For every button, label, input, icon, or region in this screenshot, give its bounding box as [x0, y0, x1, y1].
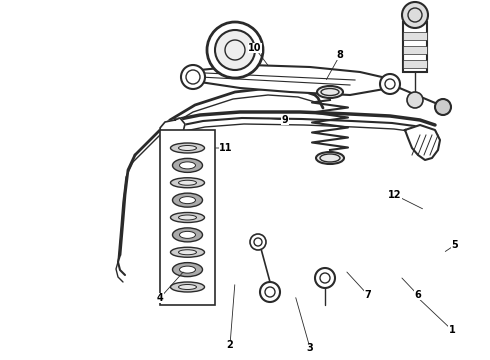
Ellipse shape [178, 250, 196, 255]
Ellipse shape [179, 162, 196, 169]
Ellipse shape [317, 86, 343, 98]
Text: 3: 3 [307, 343, 314, 353]
Ellipse shape [178, 180, 196, 185]
Text: 10: 10 [248, 43, 262, 53]
Ellipse shape [178, 145, 196, 150]
Text: 6: 6 [415, 290, 421, 300]
Ellipse shape [172, 228, 202, 242]
Ellipse shape [171, 247, 204, 257]
Text: 5: 5 [452, 240, 458, 250]
Polygon shape [185, 65, 395, 95]
Bar [403, 32, 427, 40]
Bar [403, 22, 427, 72]
Text: 8: 8 [337, 50, 343, 60]
Text: 2: 2 [227, 340, 233, 350]
Ellipse shape [172, 158, 202, 172]
Text: 1: 1 [449, 325, 455, 335]
Text: 7: 7 [365, 290, 371, 300]
Ellipse shape [171, 212, 204, 222]
Ellipse shape [172, 193, 202, 207]
Circle shape [260, 282, 280, 302]
Ellipse shape [171, 143, 204, 153]
Circle shape [250, 234, 266, 250]
Text: 4: 4 [157, 293, 163, 303]
Text: 12: 12 [388, 190, 402, 200]
Circle shape [215, 30, 255, 70]
Ellipse shape [179, 266, 196, 273]
Text: 9: 9 [282, 115, 289, 125]
Ellipse shape [171, 178, 204, 188]
Bar [403, 46, 427, 54]
Ellipse shape [171, 282, 204, 292]
Circle shape [435, 99, 451, 115]
Polygon shape [405, 125, 440, 160]
Ellipse shape [179, 197, 196, 204]
Ellipse shape [178, 284, 196, 289]
Text: 11: 11 [219, 143, 233, 153]
Circle shape [402, 2, 428, 28]
Circle shape [207, 22, 263, 78]
Circle shape [407, 92, 423, 108]
Circle shape [315, 268, 335, 288]
Ellipse shape [179, 231, 196, 238]
Polygon shape [160, 118, 185, 142]
Bar [403, 60, 427, 68]
Circle shape [380, 74, 400, 94]
Bar [160, 130, 215, 305]
Ellipse shape [172, 263, 202, 276]
Circle shape [181, 65, 205, 89]
Ellipse shape [316, 152, 344, 164]
Ellipse shape [178, 215, 196, 220]
